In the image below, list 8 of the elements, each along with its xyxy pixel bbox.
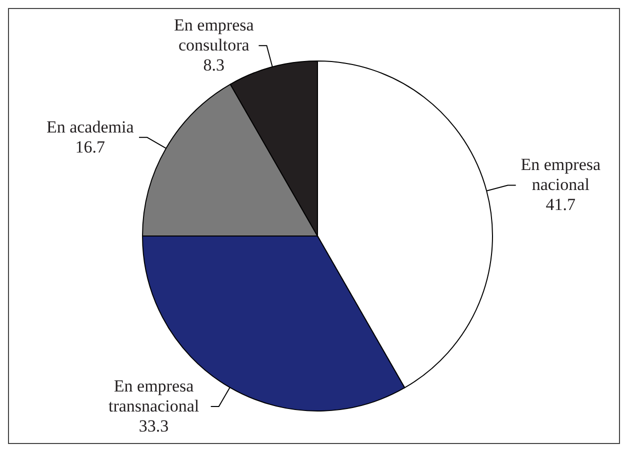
data-label: 41.7 xyxy=(546,195,576,214)
data-label: 8.3 xyxy=(203,56,225,75)
slice-label: En empresa transnacional xyxy=(108,376,200,416)
data-label: 33.3 xyxy=(138,416,169,436)
slice-label: En empresa nacional xyxy=(520,155,601,194)
data-label: 16.7 xyxy=(75,137,106,156)
slice-label: En empresa consultora xyxy=(174,16,254,55)
slice-label: En academia xyxy=(46,117,134,136)
